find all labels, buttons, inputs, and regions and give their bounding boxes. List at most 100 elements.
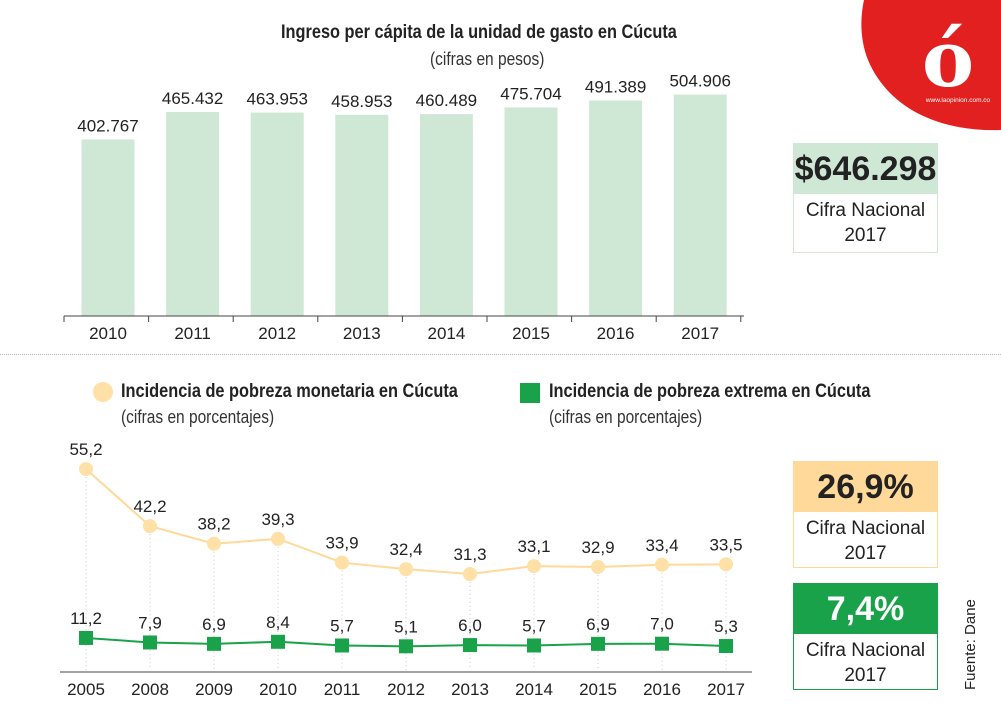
x-tick-label: 2016: [597, 324, 635, 343]
bar-chart-title: Ingreso per cápita de la unidad de gasto…: [281, 22, 677, 43]
poverty-point-2013: [463, 566, 477, 581]
legend-extreme-marker: [520, 383, 540, 403]
poverty-value-label: 33,4: [645, 536, 678, 555]
bar-chart: 402.767 2010 465.432 2011 463.953 2012 458.953…: [63, 72, 744, 343]
poverty-point-2008: [143, 519, 157, 534]
national-extreme-box: 7,4% Cifra Nacional 2017: [793, 583, 938, 690]
logo: ó www.laopinion.com.co: [861, 0, 1001, 131]
extreme-value-label: 5,3: [714, 617, 738, 636]
extreme-point-2011: [335, 638, 349, 653]
poverty-point-2016: [655, 557, 669, 572]
poverty-value-label: 31,3: [453, 545, 486, 564]
bar-chart-subtitle: (cifras en pesos): [430, 49, 545, 69]
x-tick-label: 2015: [512, 324, 550, 343]
extreme-value-label: 5,7: [330, 616, 354, 635]
extreme-point-2009: [207, 636, 221, 651]
poverty-value-label: 55,2: [69, 440, 102, 459]
bar-value-label: 504.906: [669, 72, 730, 91]
national-income-caption-line1: Cifra Nacional: [805, 200, 926, 221]
poverty-value-label: 39,3: [261, 510, 294, 529]
bar-value-label: 465.432: [162, 89, 223, 108]
section-divider: [0, 354, 1001, 355]
logo-badge-shape: [861, 0, 1001, 131]
national-income-caption-line2: 2017: [844, 225, 887, 246]
national-income-box: $646.298 Cifra Nacional 2017: [793, 143, 938, 253]
x-tick-label: 2012: [258, 324, 296, 343]
extreme-value-label: 7,0: [650, 615, 674, 634]
poverty-point-2005: [79, 462, 93, 477]
poverty-point-2015: [591, 559, 605, 574]
x-tick-label: 2017: [681, 324, 719, 343]
poverty-point-2012: [399, 562, 413, 577]
national-poverty-caption-line1: Cifra Nacional: [805, 518, 926, 539]
national-poverty-caption: Cifra Nacional 2017: [794, 512, 937, 566]
x-tick-label: 2011: [174, 324, 211, 343]
poverty-point-2009: [207, 536, 221, 551]
extreme-point-2015: [591, 636, 605, 651]
extreme-value-label: 6,9: [586, 615, 610, 634]
poverty-value-label: 38,2: [197, 515, 230, 534]
bar-2013: [335, 114, 389, 317]
extreme-point-2005: [79, 630, 93, 645]
x-tick-label: 2010: [259, 680, 297, 699]
extreme-point-2013: [463, 638, 477, 653]
extreme-value-label: 6,0: [458, 616, 482, 635]
poverty-value-label: 32,4: [389, 540, 422, 559]
bar-2015: [504, 107, 558, 316]
extreme-value-label: 7,9: [138, 613, 162, 632]
poverty-value-label: 42,2: [133, 497, 166, 516]
poverty-value-label: 32,9: [581, 538, 614, 557]
poverty-point-2010: [271, 531, 285, 546]
extreme-value-label: 5,1: [394, 617, 418, 636]
x-tick-label: 2014: [427, 324, 465, 343]
national-extreme-caption-line2: 2017: [844, 665, 887, 686]
x-tick-label: 2008: [131, 680, 169, 699]
x-tick-label: 2011: [324, 680, 361, 699]
legend-extreme-subtitle: (cifras en porcentajes): [549, 407, 703, 427]
legend-poverty-subtitle: (cifras en porcentajes): [121, 407, 275, 427]
bar-2016: [589, 100, 643, 316]
x-tick-label: 2015: [579, 680, 617, 699]
line-chart: 55,2 42,2 38,2 39,3 33,9 32,4 31,3 33,1 32,9 33,4…: [60, 440, 752, 699]
bar-2011: [166, 111, 220, 317]
national-extreme-value: 7,4%: [826, 590, 905, 628]
national-income-caption: Cifra Nacional 2017: [794, 194, 937, 248]
national-poverty-value: 26,9%: [817, 468, 914, 506]
extreme-point-2010: [271, 634, 285, 649]
poverty-value-label: 33,1: [517, 537, 550, 556]
bar-2017: [673, 94, 727, 317]
bar-value-label: 463.953: [246, 90, 307, 109]
bar-2010: [81, 139, 135, 316]
bar-2012: [250, 112, 304, 316]
x-tick-label: 2014: [515, 680, 553, 699]
bar-2014: [419, 114, 473, 316]
national-income-header: $646.298: [794, 144, 937, 194]
extreme-value-label: 6,9: [202, 615, 226, 634]
source-note: Fuente: Dane: [962, 599, 979, 690]
extreme-point-2008: [143, 635, 157, 650]
legend-extreme-title: Incidencia de pobreza extrema en Cúcuta: [549, 381, 871, 402]
national-extreme-header: 7,4%: [794, 584, 937, 634]
extreme-point-2014: [527, 638, 541, 653]
national-poverty-caption-line2: 2017: [844, 543, 887, 564]
legend-poverty-marker: [93, 382, 113, 402]
poverty-point-2011: [335, 555, 349, 570]
national-extreme-caption: Cifra Nacional 2017: [794, 634, 937, 688]
poverty-point-2014: [527, 559, 541, 574]
poverty-point-2017: [719, 557, 733, 572]
bar-value-label: 402.767: [77, 116, 138, 135]
extreme-value-label: 8,4: [266, 613, 290, 632]
extreme-value-label: 11,2: [70, 609, 102, 628]
logo-letter: ó: [922, 14, 974, 105]
national-poverty-box: 26,9% Cifra Nacional 2017: [793, 461, 938, 568]
x-tick-label: 2012: [387, 680, 425, 699]
x-tick-label: 2016: [643, 680, 681, 699]
logo-url: www.laopinion.com.co: [925, 97, 991, 104]
bar-value-label: 475.704: [500, 84, 561, 103]
x-tick-label: 2009: [195, 680, 233, 699]
national-extreme-caption-line1: Cifra Nacional: [805, 640, 926, 661]
poverty-value-label: 33,9: [325, 534, 358, 553]
extreme-point-2016: [655, 636, 669, 651]
x-tick-label: 2005: [67, 680, 105, 699]
poverty-value-label: 33,5: [709, 535, 742, 554]
